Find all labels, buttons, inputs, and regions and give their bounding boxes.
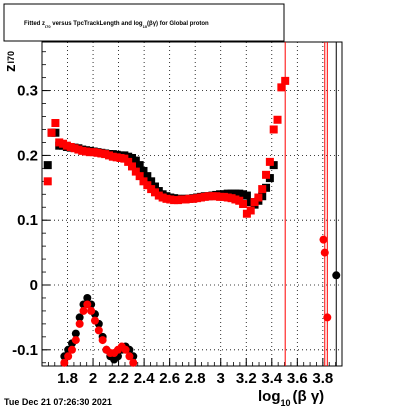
- data-point-circle: [68, 345, 76, 354]
- data-point-circle: [75, 319, 84, 328]
- data-point-circle: [323, 313, 332, 322]
- data-point-circle: [71, 336, 80, 345]
- x-tick-label: 3: [217, 370, 225, 387]
- data-point-circle: [90, 316, 99, 325]
- title-box-frame: [3, 3, 285, 42]
- data-point-square: [250, 198, 259, 207]
- data-point-square: [281, 76, 290, 85]
- data-point-square: [139, 166, 148, 175]
- x-tick-label: 3.8: [312, 370, 333, 387]
- data-point-circle: [83, 293, 92, 302]
- data-point-square: [273, 115, 282, 124]
- data-point-circle: [129, 358, 138, 367]
- chart-title: Fitted zI70 versus TpcTrackLength and lo…: [24, 21, 209, 29]
- data-point-circle: [75, 313, 84, 322]
- title-box: Fitted zI70 versus TpcTrackLength and lo…: [3, 3, 285, 42]
- data-point-circle: [64, 352, 73, 361]
- y-tick-label: 0.2: [17, 147, 38, 164]
- data-point-square: [143, 172, 152, 181]
- axes: 1.8 2 2.2 2.4 2.6 2.8 3 3.2 3.4 3.6 3.8 -0.1 0 0.1 0.2…: [12, 51, 343, 387]
- y-axis-title: zI70: [2, 51, 19, 72]
- x-tick-label: 2.2: [108, 370, 129, 387]
- y-tick-label: 0.3: [17, 83, 38, 100]
- y-tick-label: -0.1: [12, 342, 38, 359]
- x-tick-label: 3.6: [287, 370, 308, 387]
- x-axis-title-sub: 10: [281, 398, 291, 408]
- x-tick-label: 3.4: [261, 370, 283, 387]
- title-part-pre: Fitted z: [24, 21, 45, 27]
- data-point-square: [131, 167, 140, 176]
- data-point-square: [135, 161, 144, 170]
- data-point-circle: [125, 352, 134, 361]
- data-point-square: [265, 157, 274, 166]
- x-axis-title-rest: (β γ): [293, 388, 325, 405]
- x-axis-title-main: log: [258, 388, 281, 405]
- data-point-circle: [71, 329, 80, 338]
- title-part-sub2: 10: [143, 24, 148, 29]
- x-tick-label: 2.8: [185, 370, 206, 387]
- data-point-square: [43, 161, 52, 170]
- data-point-square: [128, 162, 136, 171]
- data-point-circle: [319, 235, 328, 244]
- x-tick-label: 1.8: [57, 370, 78, 387]
- x-tick-label: 2.6: [159, 370, 180, 387]
- data-point-circle: [332, 271, 341, 280]
- data-point-square: [254, 193, 263, 202]
- title-part-sub1: I70: [45, 24, 51, 29]
- data-point-circle: [121, 345, 130, 354]
- error-lines: [284, 42, 337, 366]
- plot-frame: [41, 41, 343, 367]
- data-point-circle: [98, 336, 107, 345]
- data-point-square: [277, 83, 286, 92]
- data-point-circle: [83, 300, 92, 309]
- x-tick-label: 2.4: [134, 370, 156, 387]
- data-point-square: [124, 157, 133, 166]
- title-part-post: (βγ) for Global proton: [147, 21, 209, 27]
- title-part-mid: versus TpcTrackLength and log: [51, 21, 143, 27]
- x-tick-label: 3.2: [236, 370, 257, 387]
- data-point-square: [43, 177, 52, 186]
- data-markers: [43, 76, 341, 367]
- data-point-square: [47, 128, 56, 137]
- data-point-square: [258, 185, 267, 194]
- data-point-square: [131, 156, 140, 165]
- data-point-square: [262, 170, 271, 179]
- data-point-circle: [94, 326, 103, 335]
- data-point-circle: [320, 248, 329, 257]
- y-axis-title-main: z: [2, 65, 19, 73]
- data-point-square: [246, 206, 255, 215]
- x-tick-label: 2: [89, 370, 97, 387]
- data-point-circle: [79, 306, 88, 315]
- x-axis-title: log10 (β γ): [258, 388, 324, 408]
- y-axis-title-sub: I70: [6, 51, 16, 64]
- data-point-square: [135, 172, 144, 181]
- data-point-square: [51, 119, 60, 127]
- data-point-square: [242, 191, 251, 200]
- data-point-square: [269, 125, 278, 134]
- footer-timestamp: Tue Dec 21 07:26:30 2021: [4, 397, 112, 407]
- data-point-circle: [87, 306, 96, 315]
- data-point-square: [239, 200, 248, 208]
- y-tick-label: 0.1: [17, 212, 38, 229]
- y-tick-label: 0: [30, 277, 38, 294]
- data-point-circle: [60, 358, 69, 367]
